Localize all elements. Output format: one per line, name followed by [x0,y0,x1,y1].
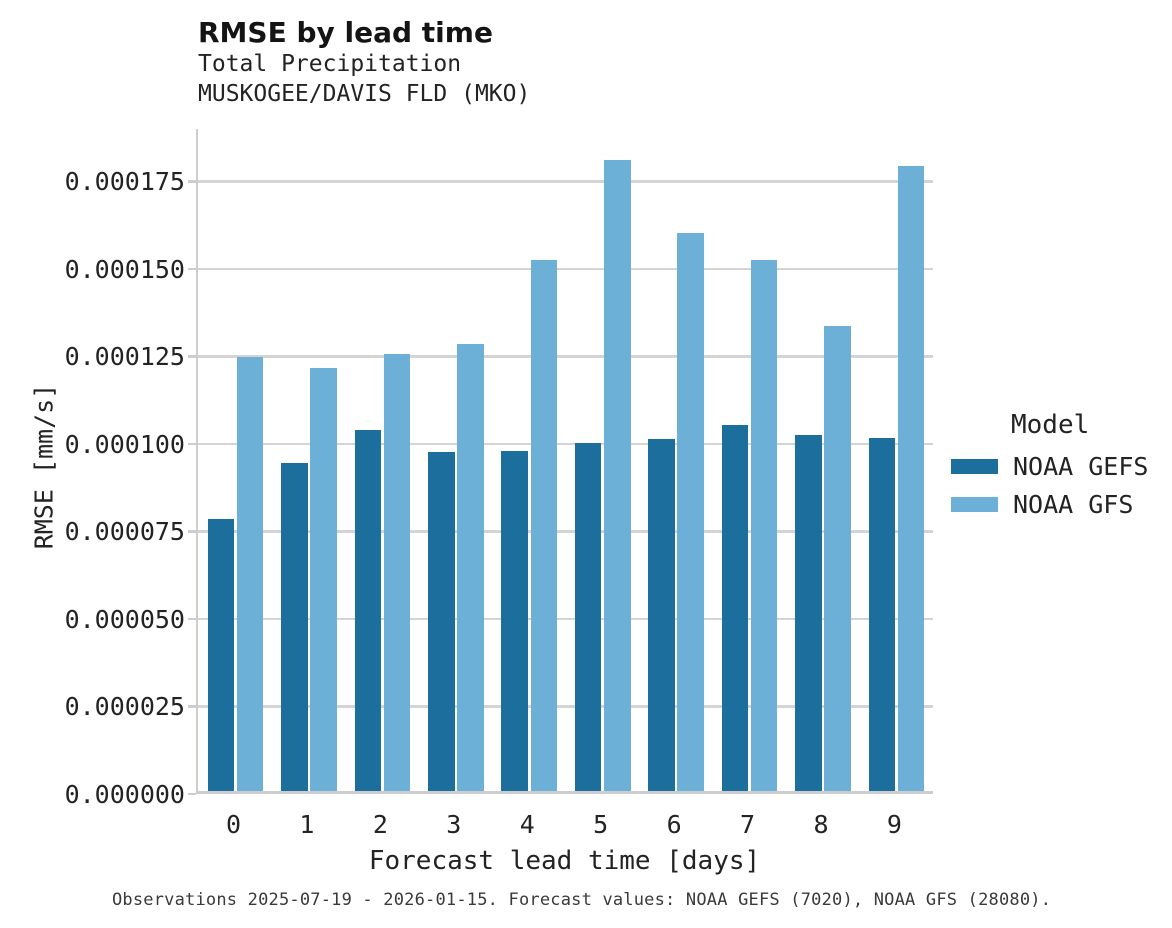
bar-noaa-gefs-day-2 [354,429,382,791]
bar-noaa-gfs-day-8 [824,325,851,791]
bar-noaa-gfs-day-7 [750,260,778,791]
y-tick-mark [188,617,196,621]
plot-panel [196,129,933,794]
x-tick-label-0: 0 [225,810,242,839]
y-tick-label-0.000075: 0.000075 [64,517,185,546]
bar-noaa-gefs-day-1 [281,462,308,791]
y-tick-mark [188,180,196,183]
y-tick-mark [188,442,196,446]
x-tick-label-5: 5 [593,810,609,839]
y-tick-label-0.000125: 0.000125 [64,342,185,371]
gridline-0.000025 [198,705,933,708]
y-tick-label-0.000050: 0.000050 [64,604,185,634]
gridline-0.000050 [198,617,933,621]
bar-noaa-gfs-day-0 [236,356,264,791]
x-tick-label-4: 4 [519,810,535,839]
legend: Model NOAA GEFS NOAA GFS [951,410,1166,530]
legend-entry-noaa-gefs: NOAA GEFS [951,452,1166,481]
bar-noaa-gfs-day-1 [310,367,337,791]
chart-title: RMSE by lead time [198,16,493,49]
bar-noaa-gfs-day-6 [677,233,704,791]
bar-noaa-gefs-day-7 [721,424,749,791]
chart-subtitle-station: MUSKOGEE/DAVIS FLD (MKO) [198,81,531,107]
bar-noaa-gfs-day-2 [383,353,411,791]
x-tick-label-9: 9 [886,810,902,839]
y-tick-label-0.000175: 0.000175 [64,167,185,196]
bar-noaa-gefs-day-3 [428,451,455,791]
bar-noaa-gefs-day-8 [795,435,822,791]
legend-title: Model [1011,410,1090,440]
gridline-0.000150 [198,267,933,271]
legend-label-noaa-gefs: NOAA GEFS [1013,452,1149,481]
legend-swatch-noaa-gefs [951,459,998,474]
bar-noaa-gfs-day-4 [530,260,558,791]
bar-noaa-gefs-day-9 [868,437,896,791]
y-tick-label-0.000100: 0.000100 [64,429,185,459]
legend-swatch-noaa-gfs [951,497,998,512]
y-tick-mark [188,792,196,796]
x-tick-label-8: 8 [813,810,829,839]
x-tick-label-2: 2 [372,810,388,839]
legend-label-noaa-gfs: NOAA GFS [1013,490,1134,519]
y-tick-label-0.000025: 0.000025 [64,692,185,721]
bar-noaa-gefs-day-4 [501,450,528,791]
bar-noaa-gfs-day-5 [604,159,631,791]
gridline-0.000125 [198,355,933,358]
x-tick-label-1: 1 [299,810,315,839]
bar-noaa-gefs-day-0 [207,519,235,791]
gridline-0.000075 [198,530,933,533]
bar-noaa-gefs-day-6 [648,439,675,791]
legend-entry-noaa-gfs: NOAA GFS [951,490,1166,519]
bar-noaa-gfs-day-9 [897,165,925,791]
chart-subtitle-variable: Total Precipitation [198,51,462,77]
bar-noaa-gefs-day-5 [574,443,602,791]
y-tick-mark [188,705,196,708]
gridline-0.000100 [198,442,933,446]
gridline-0.000175 [198,180,933,183]
x-tick-label-6: 6 [666,810,682,839]
y-tick-mark [188,267,196,271]
bar-noaa-gfs-day-3 [457,344,484,791]
x-tick-label-7: 7 [740,810,756,839]
y-tick-label-0.000000: 0.000000 [64,779,185,809]
y-tick-mark [188,530,196,533]
y-tick-mark [188,355,196,358]
x-tick-label-3: 3 [446,810,462,839]
caption: Observations 2025-07-19 - 2026-01-15. Fo… [112,890,1052,910]
x-axis-title: Forecast lead time [days] [368,846,761,876]
y-tick-label-0.000150: 0.000150 [64,254,185,284]
